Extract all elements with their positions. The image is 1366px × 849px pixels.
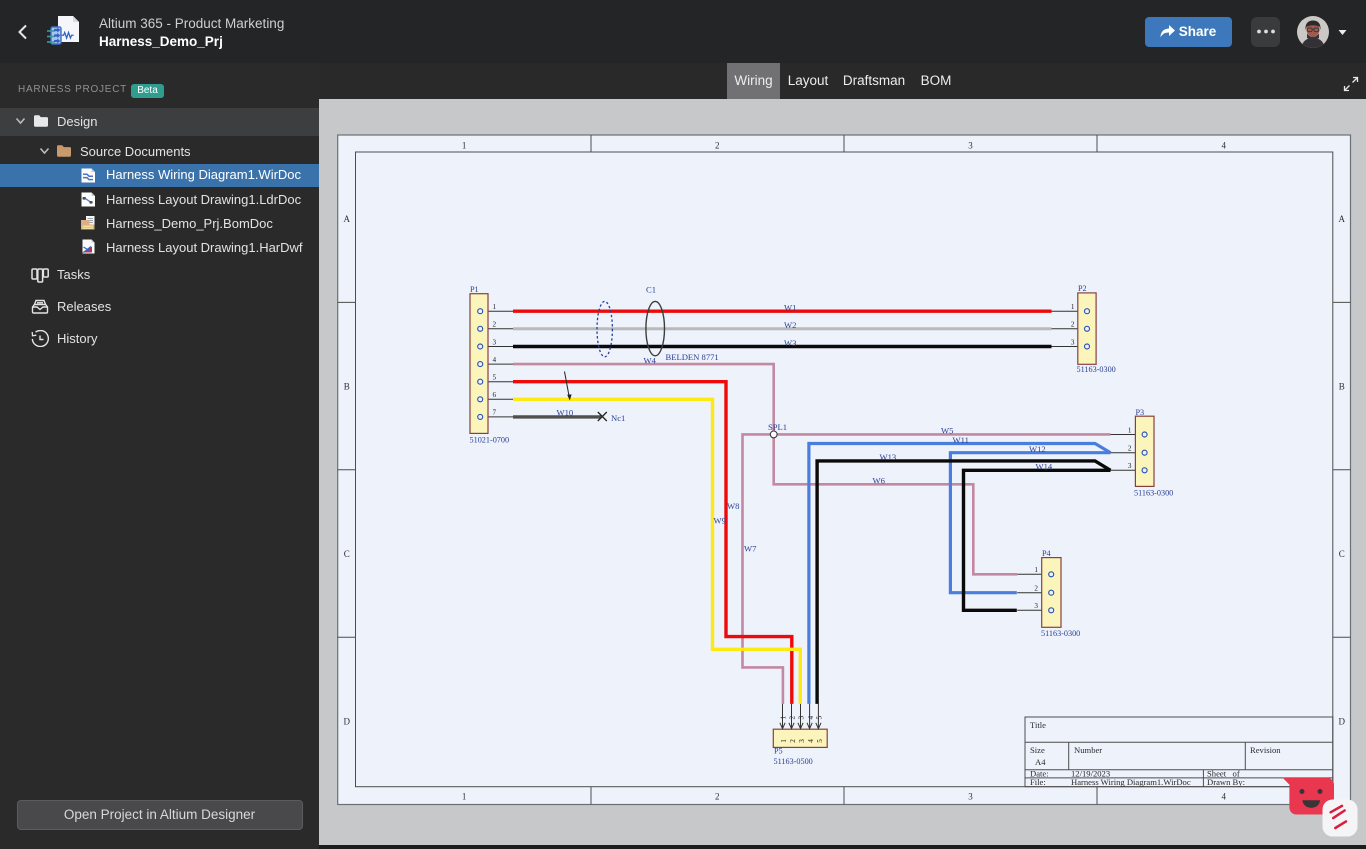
svg-text:2: 2: [1034, 585, 1038, 593]
svg-text:1: 1: [462, 141, 467, 151]
svg-text:Drawn By:: Drawn By:: [1207, 777, 1245, 787]
svg-text:5: 5: [816, 716, 824, 720]
svg-text:W7: W7: [744, 544, 757, 554]
svg-text:1: 1: [780, 739, 788, 743]
svg-text:File:: File:: [1030, 777, 1046, 787]
svg-text:P4: P4: [1042, 549, 1051, 558]
svg-text:Nc1: Nc1: [611, 413, 625, 423]
svg-text:12/19/2023: 12/19/2023: [1071, 769, 1110, 779]
svg-text:C: C: [1339, 549, 1345, 559]
svg-text:1: 1: [1071, 303, 1075, 311]
svg-text:2: 2: [1071, 321, 1075, 329]
svg-text:2: 2: [789, 716, 797, 720]
svg-text:W14: W14: [1036, 462, 1053, 472]
svg-text:1: 1: [1034, 566, 1038, 574]
svg-text:4: 4: [1221, 141, 1226, 151]
svg-text:1: 1: [493, 303, 497, 311]
svg-text:Title: Title: [1030, 720, 1046, 730]
svg-text:W12: W12: [1029, 444, 1046, 454]
svg-text:A: A: [1338, 214, 1345, 224]
svg-text:3: 3: [493, 338, 497, 346]
svg-text:Revision: Revision: [1250, 745, 1281, 755]
svg-text:P5: P5: [774, 747, 783, 756]
svg-text:3: 3: [1034, 602, 1038, 610]
svg-text:5: 5: [816, 739, 824, 743]
svg-text:B: B: [344, 382, 350, 392]
svg-text:4: 4: [807, 739, 815, 743]
svg-text:W9: W9: [714, 516, 726, 526]
svg-text:P1: P1: [470, 285, 479, 294]
svg-text:A4: A4: [1035, 757, 1046, 767]
svg-text:51163-0500: 51163-0500: [774, 757, 813, 766]
svg-text:4: 4: [493, 356, 497, 364]
svg-text:4: 4: [807, 716, 815, 720]
svg-text:3: 3: [798, 716, 806, 720]
svg-text:C: C: [344, 549, 350, 559]
svg-text:W13: W13: [880, 452, 897, 462]
svg-text:A: A: [343, 214, 350, 224]
svg-text:Harness Wiring Diagram1.WirDoc: Harness Wiring Diagram1.WirDoc: [1071, 777, 1191, 787]
svg-text:Date:: Date:: [1030, 769, 1049, 779]
svg-text:2: 2: [493, 321, 497, 329]
svg-text:3: 3: [1128, 462, 1132, 470]
svg-text:6: 6: [493, 391, 497, 399]
svg-text:W10: W10: [557, 408, 574, 418]
svg-text:2: 2: [789, 739, 797, 743]
svg-text:C1: C1: [646, 285, 656, 295]
svg-text:Sheet of: Sheet of: [1207, 769, 1240, 779]
svg-text:4: 4: [1221, 792, 1226, 802]
svg-text:3: 3: [798, 739, 806, 743]
svg-text:Size: Size: [1030, 745, 1045, 755]
svg-text:D: D: [343, 716, 350, 726]
svg-text:W3: W3: [784, 338, 796, 348]
svg-text:D: D: [1338, 716, 1345, 726]
svg-text:SPL1: SPL1: [768, 422, 787, 432]
svg-text:3: 3: [968, 141, 973, 151]
svg-text:51163-0300: 51163-0300: [1041, 629, 1080, 638]
svg-text:1: 1: [780, 716, 788, 720]
svg-text:1: 1: [462, 792, 467, 802]
svg-text:7: 7: [493, 409, 497, 417]
svg-text:5: 5: [493, 374, 497, 382]
svg-text:2: 2: [715, 141, 720, 151]
svg-text:W4: W4: [644, 355, 657, 365]
svg-text:W11: W11: [953, 435, 969, 445]
svg-text:51163-0300: 51163-0300: [1134, 489, 1173, 498]
svg-text:2: 2: [1128, 445, 1132, 453]
svg-text:2: 2: [715, 792, 720, 802]
svg-text:51021-0700: 51021-0700: [470, 435, 510, 444]
svg-text:W6: W6: [873, 476, 886, 486]
svg-text:B: B: [1339, 382, 1345, 392]
svg-text:51163-0300: 51163-0300: [1077, 365, 1116, 374]
svg-text:W8: W8: [727, 501, 739, 511]
svg-text:W2: W2: [784, 320, 796, 330]
svg-text:W5: W5: [941, 426, 953, 436]
svg-text:Number: Number: [1074, 745, 1102, 755]
svg-text:W1: W1: [784, 303, 796, 313]
svg-text:BELDEN 8771: BELDEN 8771: [666, 352, 719, 362]
svg-text:3: 3: [1071, 338, 1075, 346]
svg-text:3: 3: [968, 792, 973, 802]
svg-text:P2: P2: [1078, 284, 1087, 293]
svg-text:1: 1: [1128, 426, 1132, 434]
svg-text:P3: P3: [1136, 408, 1145, 417]
